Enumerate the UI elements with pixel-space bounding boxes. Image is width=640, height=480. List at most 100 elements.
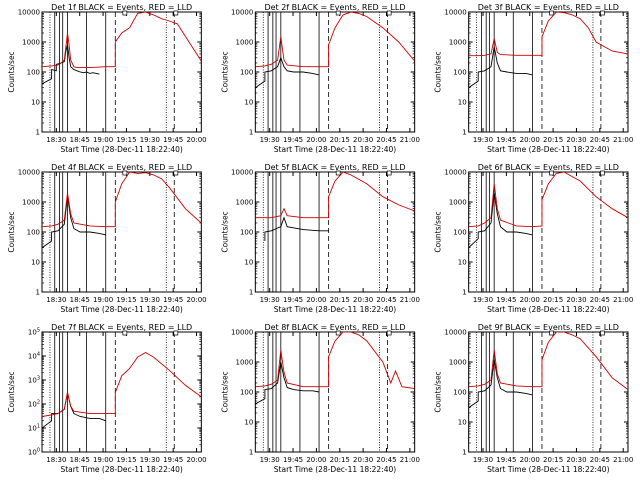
plot-frame bbox=[468, 171, 629, 293]
x-axis-label: Start Time (28-Dec-11 18:22:40) bbox=[60, 145, 182, 154]
chart-title: Det 5f BLACK = Events, RED = LLD bbox=[264, 163, 405, 172]
y-tick-label: 100 bbox=[240, 389, 253, 397]
saa-marker bbox=[122, 10, 128, 16]
x-tick-label: 19:15 bbox=[116, 296, 136, 304]
y-tick-label: 10000 bbox=[231, 9, 253, 17]
x-tick-label: 20:30 bbox=[566, 296, 586, 304]
saa-marker bbox=[600, 170, 605, 176]
y-tick-label: 1000 bbox=[449, 199, 467, 207]
series-line-red bbox=[42, 172, 202, 228]
x-tick-label: 20:30 bbox=[353, 456, 373, 464]
plot-frame bbox=[254, 171, 416, 293]
saa-marker bbox=[122, 170, 128, 176]
y-tick-label: 100 bbox=[240, 229, 253, 237]
chart-title: Det 3f BLACK = Events, RED = LLD bbox=[478, 3, 619, 12]
saa-marker bbox=[335, 170, 341, 176]
x-axis-label: Start Time (28-Dec-11 18:22:40) bbox=[60, 465, 182, 474]
x-tick-label: 19:15 bbox=[116, 136, 136, 144]
x-tick-label: 20:30 bbox=[566, 136, 586, 144]
series-line-black bbox=[42, 44, 100, 85]
saa-marker bbox=[600, 330, 605, 336]
x-tick-label: 20:45 bbox=[376, 456, 396, 464]
x-tick-label: 20:00 bbox=[186, 296, 206, 304]
x-tick-label: 20:45 bbox=[590, 296, 610, 304]
series-line-red bbox=[255, 332, 415, 390]
x-tick-label: 19:00 bbox=[93, 456, 113, 464]
plot-frame bbox=[254, 331, 416, 453]
saa-marker bbox=[173, 330, 179, 336]
series-line-black bbox=[255, 56, 320, 89]
series-line-red bbox=[468, 172, 628, 228]
chart-panel-7: Det 7f BLACK = Events, RED = LLD 100 101 10… bbox=[7, 323, 207, 474]
y-tick-label: 10 bbox=[244, 259, 253, 267]
x-tick-label: 20:15 bbox=[330, 456, 350, 464]
x-tick-label: 18:30 bbox=[46, 456, 66, 464]
saa-marker bbox=[386, 330, 392, 336]
x-axis-label: Start Time (28-Dec-11 18:22:40) bbox=[487, 145, 609, 154]
series-line-red bbox=[255, 172, 415, 219]
y-tick-label: 1 bbox=[249, 129, 253, 137]
saa-marker bbox=[173, 10, 179, 16]
chart-title: Det 1f BLACK = Events, RED = LLD bbox=[51, 3, 192, 12]
saa-marker bbox=[386, 10, 392, 16]
y-tick-label: 1000 bbox=[236, 39, 254, 47]
y-axis-label: Counts/sec bbox=[434, 211, 443, 252]
y-tick-label: 1000 bbox=[236, 359, 254, 367]
series-line-red bbox=[468, 332, 628, 390]
y-tick-label: 1 bbox=[462, 289, 466, 297]
x-tick-label: 20:00 bbox=[520, 456, 540, 464]
y-tick-label: 10000 bbox=[18, 169, 40, 177]
plot-frame bbox=[468, 331, 629, 453]
series-line-red bbox=[255, 12, 415, 68]
y-tick-label: 10 bbox=[458, 259, 467, 267]
x-tick-label: 19:30 bbox=[260, 456, 280, 464]
series-line-red bbox=[42, 351, 202, 417]
x-axis-label: Start Time (28-Dec-11 18:22:40) bbox=[274, 305, 396, 314]
x-tick-label: 21:00 bbox=[400, 296, 420, 304]
y-tick-label: 10000 bbox=[231, 329, 253, 337]
chart-panel-1: Det 1f BLACK = Events, RED = LLD 1 10 100 10… bbox=[7, 3, 207, 154]
y-tick-label: 100 bbox=[240, 69, 253, 77]
x-tick-label: 19:45 bbox=[496, 296, 516, 304]
y-axis-label: Counts/sec bbox=[434, 51, 443, 92]
saa-marker bbox=[386, 170, 392, 176]
y-tick-label: 1000 bbox=[449, 39, 467, 47]
y-axis-label: Counts/sec bbox=[434, 371, 443, 412]
y-tick-label: 1 bbox=[36, 129, 40, 137]
y-tick-label: 1 bbox=[462, 449, 466, 457]
x-tick-label: 20:15 bbox=[330, 136, 350, 144]
y-tick-label: 100 bbox=[453, 69, 466, 77]
saa-marker bbox=[335, 10, 341, 16]
chart-panel-5: Det 5f BLACK = Events, RED = LLD 1 10 100 10… bbox=[220, 163, 420, 314]
x-tick-label: 20:00 bbox=[306, 456, 326, 464]
y-axis-label: Counts/sec bbox=[220, 211, 229, 252]
series-line-red bbox=[42, 12, 202, 69]
chart-title: Det 2f BLACK = Events, RED = LLD bbox=[264, 3, 405, 12]
series-line-black bbox=[264, 216, 329, 241]
plot-frame bbox=[41, 331, 202, 453]
plot-frame bbox=[41, 11, 202, 133]
chart-title: Det 9f BLACK = Events, RED = LLD bbox=[478, 323, 619, 332]
x-tick-label: 19:30 bbox=[260, 136, 280, 144]
x-tick-label: 20:30 bbox=[353, 296, 373, 304]
saa-marker bbox=[549, 170, 554, 176]
x-tick-label: 19:45 bbox=[163, 296, 183, 304]
y-axis-label: Counts/sec bbox=[7, 51, 16, 92]
x-tick-label: 20:45 bbox=[590, 456, 610, 464]
plot-frame bbox=[254, 11, 416, 133]
x-tick-label: 19:30 bbox=[140, 296, 160, 304]
chart-title: Det 6f BLACK = Events, RED = LLD bbox=[478, 163, 619, 172]
x-axis-label: Start Time (28-Dec-11 18:22:40) bbox=[487, 305, 609, 314]
x-tick-label: 19:30 bbox=[260, 296, 280, 304]
series-line-red bbox=[468, 12, 628, 57]
series-line-black bbox=[468, 359, 533, 409]
y-tick-label: 10 bbox=[244, 419, 253, 427]
x-tick-label: 19:45 bbox=[283, 456, 303, 464]
x-tick-label: 20:00 bbox=[306, 136, 326, 144]
x-tick-label: 20:45 bbox=[376, 296, 396, 304]
x-tick-label: 21:00 bbox=[613, 456, 633, 464]
x-tick-label: 20:00 bbox=[186, 136, 206, 144]
y-tick-label: 10 bbox=[31, 259, 40, 267]
series-line-black bbox=[42, 196, 106, 249]
y-axis-label: Counts/sec bbox=[7, 371, 16, 412]
